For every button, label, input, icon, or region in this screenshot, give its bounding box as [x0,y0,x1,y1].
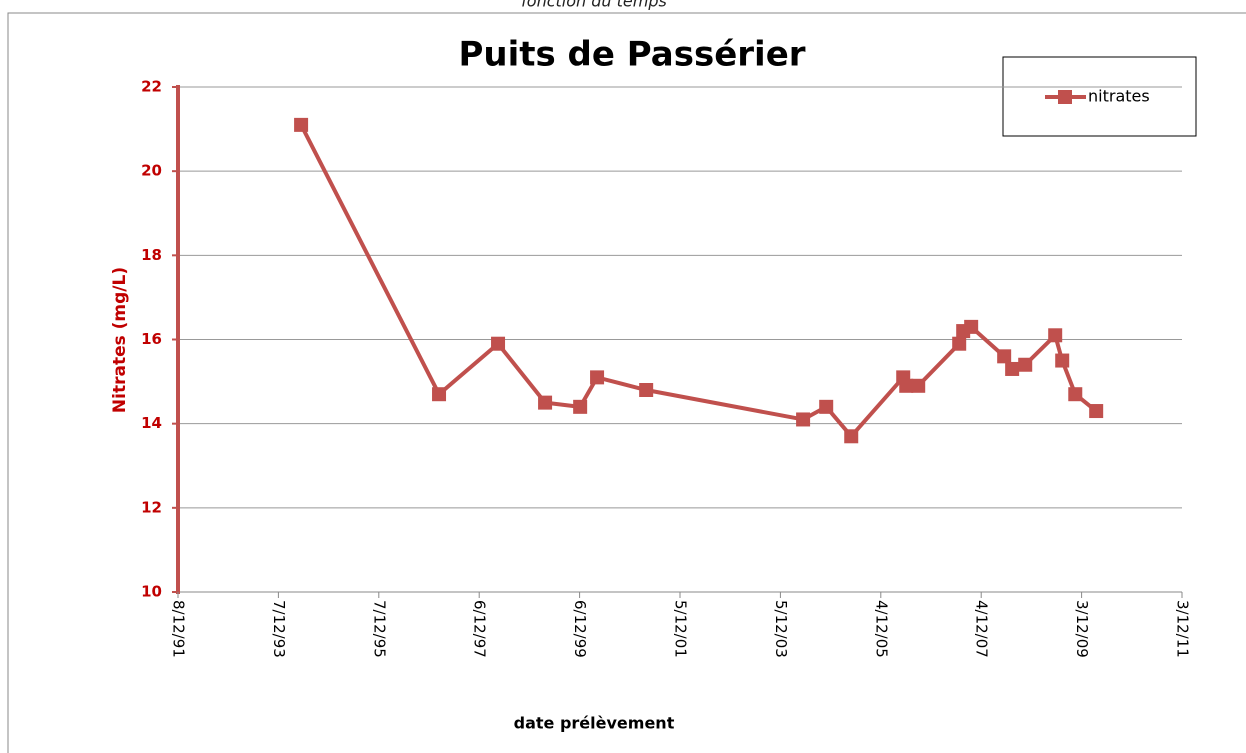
data-point [899,378,914,393]
x-tick-label: 5/12/03 [772,600,790,658]
y-tick-label: 20 [141,162,162,180]
data-point [997,349,1012,364]
y-axis-label: Nitrates (mg/L) [110,267,130,413]
data-point [294,117,309,132]
x-tick-label: 4/12/07 [973,600,991,658]
x-tick-label: 8/12/91 [170,600,188,658]
y-tick-label: 12 [141,498,162,516]
data-point [844,429,859,444]
x-tick-label: 6/12/97 [471,600,489,658]
x-tick-label: 7/12/95 [370,600,388,658]
data-point [1055,353,1070,368]
data-point [639,383,654,397]
data-point [1048,328,1063,343]
x-tick-label: 4/12/05 [872,600,890,658]
data-point [1018,357,1033,372]
data-point [796,412,811,427]
x-tick-label: 7/12/93 [270,600,288,658]
y-tick-label: 14 [141,414,162,432]
subtitle: fonction du temps [521,0,667,11]
y-tick-label: 18 [141,246,162,264]
data-point [1089,404,1104,419]
data-point [573,399,588,414]
x-tick-label: 3/12/11 [1174,600,1192,658]
legend-label: nitrates [1088,87,1150,106]
data-point [1068,387,1083,402]
legend-marker [1058,90,1072,104]
x-tick-label: 5/12/01 [672,600,690,658]
y-tick-label: 22 [141,78,162,96]
chart-title: Puits de Passérier [458,35,805,75]
data-point [1005,361,1020,376]
data-point [964,319,979,334]
x-tick-label: 3/12/09 [1073,600,1091,658]
legend-box [1002,56,1197,137]
data-point [590,370,605,385]
y-tick-label: 16 [141,330,162,348]
data-point [819,399,834,414]
data-point [538,395,553,410]
x-axis-label: date prélèvement [514,714,675,733]
data-point [432,387,447,402]
data-point [491,336,506,351]
data-point [952,336,967,351]
data-point [911,378,926,393]
y-tick-label: 10 [141,583,162,601]
x-tick-label: 6/12/99 [571,600,589,658]
